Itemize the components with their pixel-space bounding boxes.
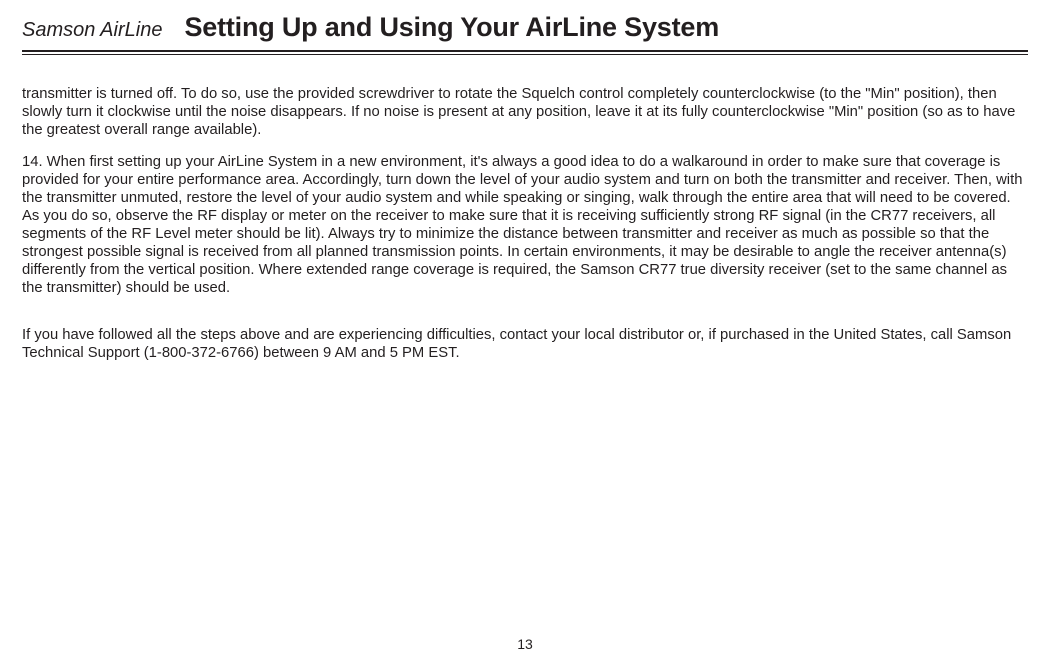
paragraph: If you have followed all the steps above…	[22, 326, 1028, 362]
paragraph: transmitter is turned off. To do so, use…	[22, 85, 1028, 139]
page-title: Setting Up and Using Your AirLine System	[184, 12, 719, 43]
header: Samson AirLine Setting Up and Using Your…	[22, 12, 1028, 50]
divider-thin	[22, 54, 1028, 55]
body-text: transmitter is turned off. To do so, use…	[22, 85, 1028, 362]
brand-label: Samson AirLine	[22, 19, 162, 42]
page-number: 13	[517, 636, 533, 652]
divider-thick	[22, 50, 1028, 52]
paragraph: 14. When first setting up your AirLine S…	[22, 153, 1028, 297]
